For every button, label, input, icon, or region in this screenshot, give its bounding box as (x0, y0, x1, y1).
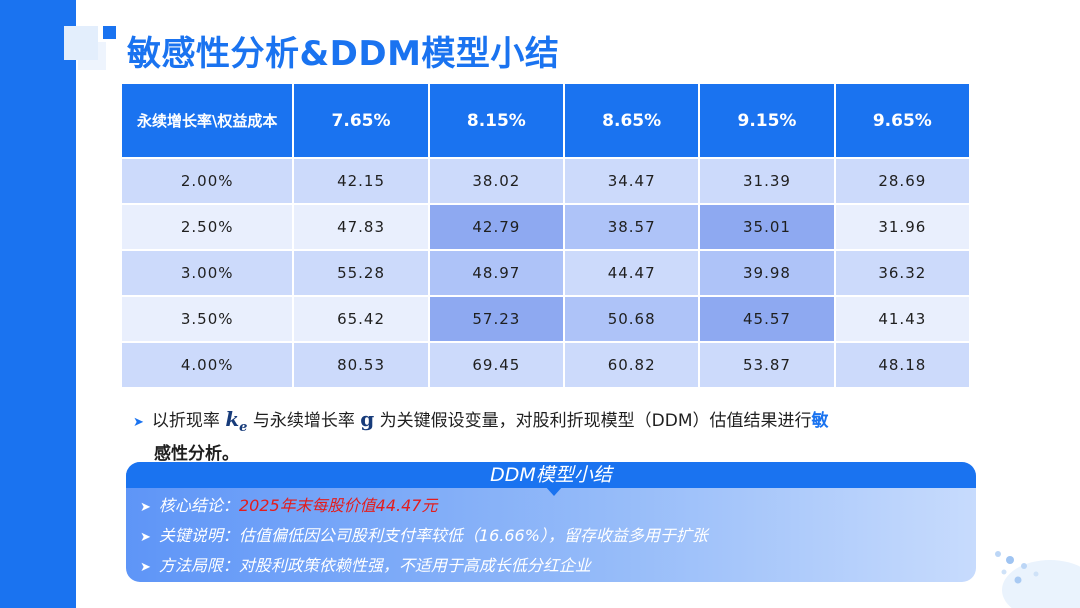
table-cell: 47.83 (292, 203, 430, 251)
table-cell: 36.32 (833, 249, 972, 297)
summary-item-label: 核心结论： (158, 496, 239, 515)
triangle-right-icon: ➤ (140, 500, 151, 515)
summary-item-label: 方法局限： (158, 556, 239, 575)
table-row: 2.50% 47.83 42.79 38.57 35.01 31.96 (119, 203, 972, 251)
page-title: 敏感性分析&DDM模型小结 (127, 34, 560, 74)
bullet-text: 为关键假设变量，对股利折现模型（DDM）估值结果进行 (379, 411, 812, 431)
growth-rate-symbol: g (360, 407, 375, 431)
list-item: ➤ 核心结论：2025年末每股价值44.47元 (140, 492, 976, 522)
decor-square-small (103, 26, 116, 39)
table-cell: 42.15 (292, 157, 430, 205)
summary-item-value: 对股利政策依赖性强，不适用于高成长低分红企业 (238, 556, 591, 575)
triangle-right-icon: ➤ (140, 560, 151, 575)
sensitivity-table: 永续增长率\权益成本 7.65% 8.15% 8.65% 9.15% 9.65%… (119, 82, 972, 389)
table-row: 2.00% 42.15 38.02 34.47 31.39 28.69 (119, 157, 972, 205)
triangle-right-icon: ➤ (140, 530, 151, 545)
table-cell: 35.01 (698, 203, 836, 251)
table-cell: 38.02 (427, 157, 566, 205)
bullet-highlight: 敏 (811, 411, 829, 431)
table-cell: 39.98 (698, 249, 836, 297)
row-label: 3.50% (119, 295, 295, 343)
table-cell: 65.42 (292, 295, 430, 343)
table-cell: 80.53 (292, 341, 430, 389)
discount-rate-symbol: ke (225, 407, 248, 435)
table-cell: 31.39 (698, 157, 836, 205)
column-header: 9.15% (698, 82, 836, 159)
table-cell: 50.68 (563, 295, 701, 343)
row-label: 4.00% (119, 341, 295, 389)
table-row: 4.00% 80.53 69.45 60.82 53.87 48.18 (119, 341, 972, 389)
row-label: 2.00% (119, 157, 295, 205)
list-item: ➤ 关键说明：估值偏低因公司股利支付率较低（16.66%），留存收益多用于扩张 (140, 522, 976, 552)
table-corner-header: 永续增长率\权益成本 (119, 82, 295, 159)
table-cell: 55.28 (292, 249, 430, 297)
table-header-row: 永续增长率\权益成本 7.65% 8.15% 8.65% 9.15% 9.65% (119, 82, 972, 159)
bullet-text: 。 (222, 444, 239, 464)
table-cell: 48.18 (833, 341, 972, 389)
bullet-text: 与永续增长率 (252, 411, 355, 431)
table-cell: 42.79 (427, 203, 566, 251)
table-cell: 45.57 (698, 295, 836, 343)
row-label: 2.50% (119, 203, 295, 251)
summary-header: DDM模型小结 (126, 462, 976, 488)
table-row: 3.00% 55.28 48.97 44.47 39.98 36.32 (119, 249, 972, 297)
bullet-text: 以折现率 (151, 411, 220, 431)
column-header: 9.65% (833, 82, 972, 159)
row-label: 3.00% (119, 249, 295, 297)
ddm-summary-box: DDM模型小结 ➤ 核心结论：2025年末每股价值44.47元 ➤ 关键说明：估值偏… (126, 462, 976, 582)
table-cell: 34.47 (563, 157, 701, 205)
table-cell: 31.96 (833, 203, 972, 251)
triangle-right-icon: ➤ (133, 415, 144, 430)
table-cell: 41.43 (833, 295, 972, 343)
column-header: 7.65% (292, 82, 430, 159)
decor-dots-graphic (995, 551, 1080, 608)
bullet-highlight: 感性分析 (154, 444, 222, 464)
table-cell: 38.57 (563, 203, 701, 251)
list-item: ➤ 方法局限：对股利政策依赖性强，不适用于高成长低分红企业 (140, 552, 976, 582)
decor-square-large (64, 26, 98, 60)
table-row: 3.50% 65.42 57.23 50.68 45.57 41.43 (119, 295, 972, 343)
summary-item-label: 关键说明： (158, 526, 239, 545)
table-cell: 53.87 (698, 341, 836, 389)
table-cell: 48.97 (427, 249, 566, 297)
table-cell: 57.23 (427, 295, 566, 343)
column-header: 8.65% (563, 82, 701, 159)
summary-item-value: 估值偏低因公司股利支付率较低（16.66%），留存收益多用于扩张 (238, 526, 708, 545)
table-cell: 60.82 (563, 341, 701, 389)
left-accent-bar (0, 0, 76, 608)
summary-item-value: 2025年末每股价值44.47元 (238, 496, 438, 515)
summary-list: ➤ 核心结论：2025年末每股价值44.47元 ➤ 关键说明：估值偏低因公司股利支付… (126, 488, 976, 582)
table-cell: 69.45 (427, 341, 566, 389)
analysis-bullet: ➤ 以折现率 ke 与永续增长率 g 为关键假设变量，对股利折现模型（DDM）估值… (133, 406, 973, 467)
table-cell: 44.47 (563, 249, 701, 297)
triangle-down-icon (545, 486, 563, 496)
column-header: 8.15% (427, 82, 566, 159)
table-cell: 28.69 (833, 157, 972, 205)
